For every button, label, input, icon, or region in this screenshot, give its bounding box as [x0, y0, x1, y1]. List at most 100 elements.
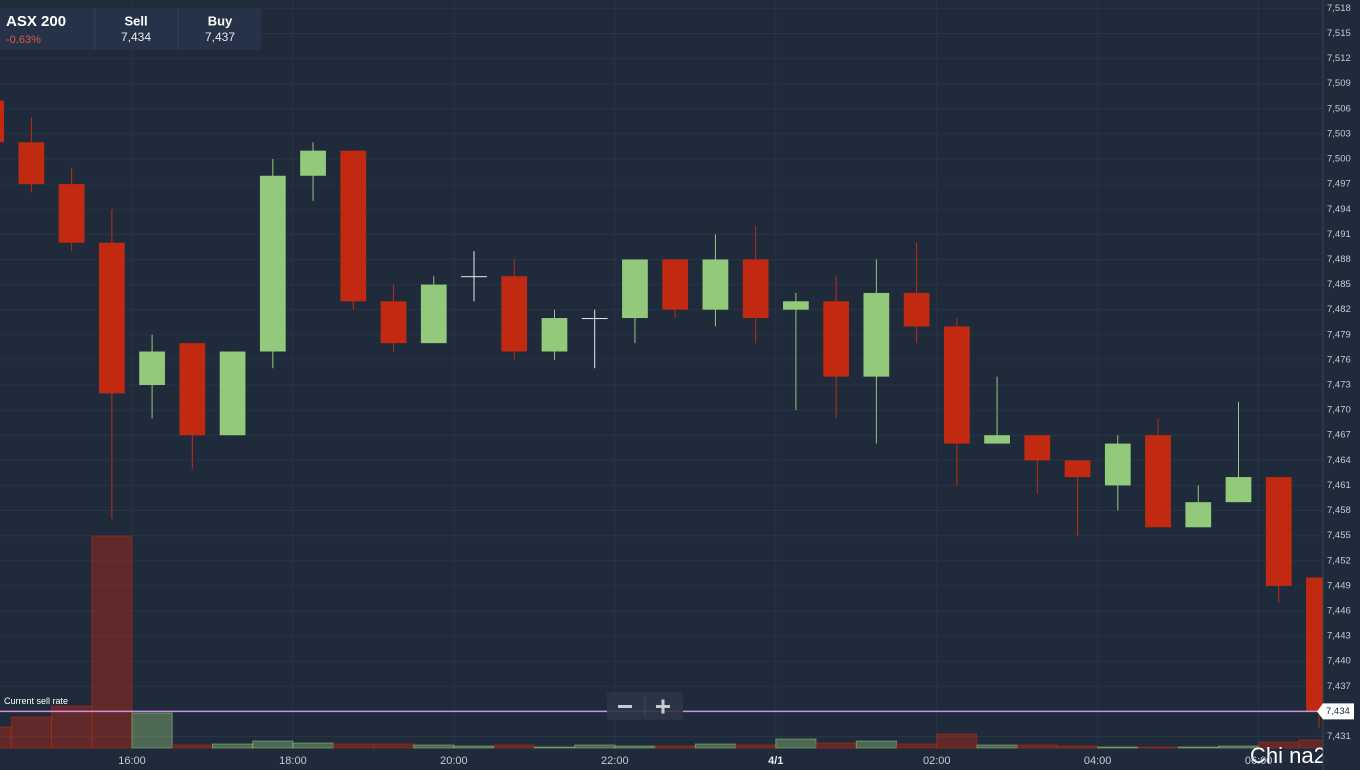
volume-bar — [1016, 744, 1058, 749]
sell-label: Sell — [124, 13, 147, 28]
x-tick-label: 22:00 — [601, 755, 629, 767]
volume-bar — [815, 742, 857, 749]
y-tick-label: 7,455 — [1327, 530, 1351, 541]
volume-bar — [1137, 746, 1179, 749]
y-tick-label: 7,518 — [1327, 3, 1351, 14]
volume-bar — [91, 535, 133, 749]
volume-bar — [694, 743, 737, 749]
y-tick-label: 7,500 — [1327, 154, 1351, 165]
candle-body — [259, 175, 286, 352]
volume-bar — [0, 726, 12, 749]
volume-bar — [332, 743, 374, 749]
volume-bar — [1097, 746, 1139, 749]
volume-bar — [131, 712, 173, 749]
candle-body — [541, 318, 568, 352]
y-tick-label: 7,443 — [1327, 631, 1351, 642]
y-tick-label: 7,485 — [1327, 279, 1351, 290]
candle-body — [0, 100, 5, 143]
volume-bar — [453, 745, 495, 749]
zoom-out[interactable] — [618, 705, 632, 708]
candle-body — [98, 242, 125, 394]
y-tick-label: 7,509 — [1327, 78, 1351, 89]
y-tick-label: 7,497 — [1327, 179, 1351, 190]
y-tick-label: 7,476 — [1327, 354, 1351, 365]
candle-body — [219, 351, 246, 436]
y-tick-label: 7,515 — [1327, 28, 1351, 39]
candle-body — [702, 259, 729, 310]
candle-body — [1185, 502, 1212, 528]
volume-bar — [1177, 746, 1219, 749]
candle-body — [823, 301, 850, 377]
y-tick-label: 7,491 — [1327, 229, 1351, 240]
y-tick-label: 7,449 — [1327, 580, 1351, 591]
candle-body — [1064, 460, 1091, 478]
volume-bar — [855, 740, 897, 749]
candle-body — [139, 351, 165, 385]
volume-bar — [654, 745, 696, 749]
volume-bar — [413, 744, 455, 749]
candle-body — [380, 301, 407, 344]
candle-body — [863, 292, 890, 377]
quote-panel — [0, 9, 262, 50]
candle-body — [461, 276, 487, 278]
volume-bar — [372, 743, 415, 749]
candle-body — [179, 343, 206, 436]
x-tick-label: 16:00 — [118, 755, 146, 767]
buy-price[interactable]: 7,437 — [205, 30, 235, 44]
volume-bar — [735, 744, 777, 749]
candle-body — [622, 259, 648, 319]
current-rate-value: 7,434 — [1326, 706, 1350, 717]
candle-body — [300, 150, 326, 176]
volume-bar — [211, 743, 254, 749]
candle-body — [581, 318, 608, 320]
candle-body — [903, 292, 930, 327]
x-tick-label: 18:00 — [279, 755, 307, 767]
volume-bar — [533, 746, 576, 749]
current-rate-label: Current sell rate — [4, 696, 68, 706]
y-tick-label: 7,461 — [1327, 480, 1351, 491]
y-tick-label: 7,437 — [1327, 681, 1351, 692]
plot: Current sell rate — [0, 0, 1340, 749]
candle-body — [943, 326, 970, 444]
volume-bar — [936, 733, 978, 749]
volume-bar — [614, 745, 656, 749]
candle-body — [1225, 477, 1252, 503]
candle-body — [742, 259, 769, 319]
x-tick-label: 04:00 — [1084, 755, 1112, 767]
y-tick-label: 7,503 — [1327, 128, 1351, 139]
zoom-in-bar — [661, 699, 665, 714]
volume-bar — [976, 744, 1018, 749]
volume-bar — [775, 738, 817, 749]
candle-body — [420, 284, 447, 344]
y-tick-label: 7,452 — [1327, 555, 1351, 566]
y-tick-label: 7,464 — [1327, 455, 1351, 466]
volume-bar — [292, 742, 334, 749]
candle-body — [662, 259, 689, 310]
candle-body — [783, 301, 809, 310]
y-tick-label: 7,512 — [1327, 53, 1351, 64]
y-tick-label: 7,446 — [1327, 605, 1351, 616]
y-tick-label: 7,467 — [1327, 430, 1351, 441]
zoom-control — [607, 692, 683, 720]
candle-body — [58, 184, 85, 243]
y-tick-label: 7,494 — [1327, 204, 1351, 215]
y-tick-label: 7,440 — [1327, 656, 1351, 667]
y-tick-label: 7,470 — [1327, 405, 1351, 416]
candle-body — [1024, 435, 1051, 461]
y-tick-label: 7,479 — [1327, 329, 1351, 340]
sell-price[interactable]: 7,434 — [121, 30, 151, 44]
symbol: ASX 200 — [6, 13, 66, 30]
volume-bar — [1056, 745, 1099, 749]
y-tick-label: 7,488 — [1327, 254, 1351, 265]
volume-bar — [252, 740, 294, 749]
x-tick-label: 4/1 — [768, 755, 783, 767]
y-tick-label: 7,482 — [1327, 304, 1351, 315]
buy-label: Buy — [208, 13, 233, 28]
candle-body — [501, 276, 528, 352]
x-tick-label: 20:00 — [440, 755, 468, 767]
x-tick-label: 06:00 — [1245, 755, 1273, 767]
volume-bar — [10, 716, 53, 749]
